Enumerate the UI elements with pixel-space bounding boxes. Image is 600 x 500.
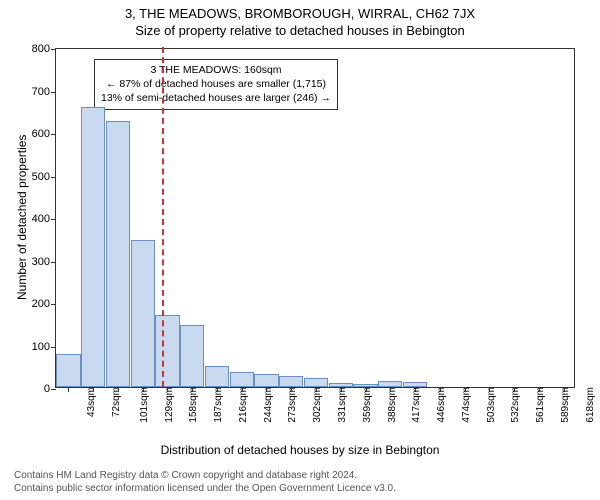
footer-line-2: Contains public sector information licen…: [14, 482, 396, 495]
x-tick-label: 589sqm: [553, 387, 571, 423]
x-tick-mark: [366, 387, 367, 392]
x-tick-label: 532sqm: [503, 387, 521, 423]
x-tick-label: 43sqm: [79, 387, 97, 417]
x-tick-mark: [390, 387, 391, 392]
x-tick-label: 273sqm: [280, 387, 298, 423]
x-tick-label: 503sqm: [478, 387, 496, 423]
bar: [230, 372, 254, 387]
x-tick-mark: [143, 387, 144, 392]
bar: [155, 315, 179, 387]
x-tick-mark: [242, 387, 243, 392]
x-tick-mark: [192, 387, 193, 392]
x-tick-label: 158sqm: [181, 387, 199, 423]
y-tick-mark: [51, 389, 56, 390]
y-tick-mark: [51, 177, 56, 178]
x-tick-label: 72sqm: [104, 387, 122, 417]
bar: [81, 107, 105, 388]
x-tick-mark: [266, 387, 267, 392]
x-tick-mark: [440, 387, 441, 392]
x-tick-label: 618sqm: [577, 387, 595, 423]
y-tick-mark: [51, 92, 56, 93]
y-tick-mark: [51, 262, 56, 263]
x-tick-mark: [291, 387, 292, 392]
x-tick-label: 216sqm: [231, 387, 249, 423]
y-tick-mark: [51, 134, 56, 135]
annotation-line-3: 13% of semi-detached houses are larger (…: [101, 91, 331, 105]
bar: [205, 366, 229, 387]
x-tick-mark: [514, 387, 515, 392]
x-tick-mark: [465, 387, 466, 392]
x-tick-mark: [489, 387, 490, 392]
bar: [180, 325, 204, 387]
x-tick-label: 417sqm: [404, 387, 422, 423]
x-tick-label: 187sqm: [206, 387, 224, 423]
x-tick-mark: [93, 387, 94, 392]
x-tick-label: 474sqm: [454, 387, 472, 423]
bar: [106, 121, 130, 387]
bar: [131, 240, 155, 387]
y-tick-mark: [51, 304, 56, 305]
annotation-line-2: ← 87% of detached houses are smaller (1,…: [101, 77, 331, 91]
bar: [254, 374, 278, 387]
x-tick-label: 244sqm: [255, 387, 273, 423]
x-tick-mark: [217, 387, 218, 392]
annotation-line-1: 3 THE MEADOWS: 160sqm: [101, 63, 331, 77]
plot-area: 3 THE MEADOWS: 160sqm ← 87% of detached …: [55, 48, 575, 388]
x-tick-mark: [415, 387, 416, 392]
x-tick-label: 129sqm: [156, 387, 174, 423]
x-tick-label: 446sqm: [429, 387, 447, 423]
y-tick-mark: [51, 219, 56, 220]
x-tick-mark: [167, 387, 168, 392]
bar: [279, 376, 303, 387]
y-tick-mark: [51, 49, 56, 50]
x-axis-label: Distribution of detached houses by size …: [0, 443, 600, 457]
footer-text: Contains HM Land Registry data © Crown c…: [14, 469, 396, 495]
y-axis-label: Number of detached properties: [15, 135, 29, 300]
x-tick-mark: [341, 387, 342, 392]
annotation-box: 3 THE MEADOWS: 160sqm ← 87% of detached …: [94, 59, 338, 110]
x-tick-label: 561sqm: [528, 387, 546, 423]
footer-line-1: Contains HM Land Registry data © Crown c…: [14, 469, 396, 482]
chart-title: 3, THE MEADOWS, BROMBOROUGH, WIRRAL, CH6…: [0, 0, 600, 21]
reference-line: [162, 47, 164, 387]
x-tick-mark: [68, 387, 69, 392]
x-tick-mark: [539, 387, 540, 392]
bar: [304, 378, 328, 387]
y-tick-mark: [51, 347, 56, 348]
x-tick-label: 359sqm: [355, 387, 373, 423]
x-tick-label: 101sqm: [132, 387, 150, 423]
x-tick-mark: [316, 387, 317, 392]
x-tick-label: 388sqm: [379, 387, 397, 423]
x-tick-mark: [564, 387, 565, 392]
chart-container: 3, THE MEADOWS, BROMBOROUGH, WIRRAL, CH6…: [0, 0, 600, 500]
x-tick-label: 331sqm: [330, 387, 348, 423]
chart-subtitle: Size of property relative to detached ho…: [0, 21, 600, 38]
x-tick-mark: [118, 387, 119, 392]
x-tick-label: 302sqm: [305, 387, 323, 423]
bar: [56, 354, 80, 387]
